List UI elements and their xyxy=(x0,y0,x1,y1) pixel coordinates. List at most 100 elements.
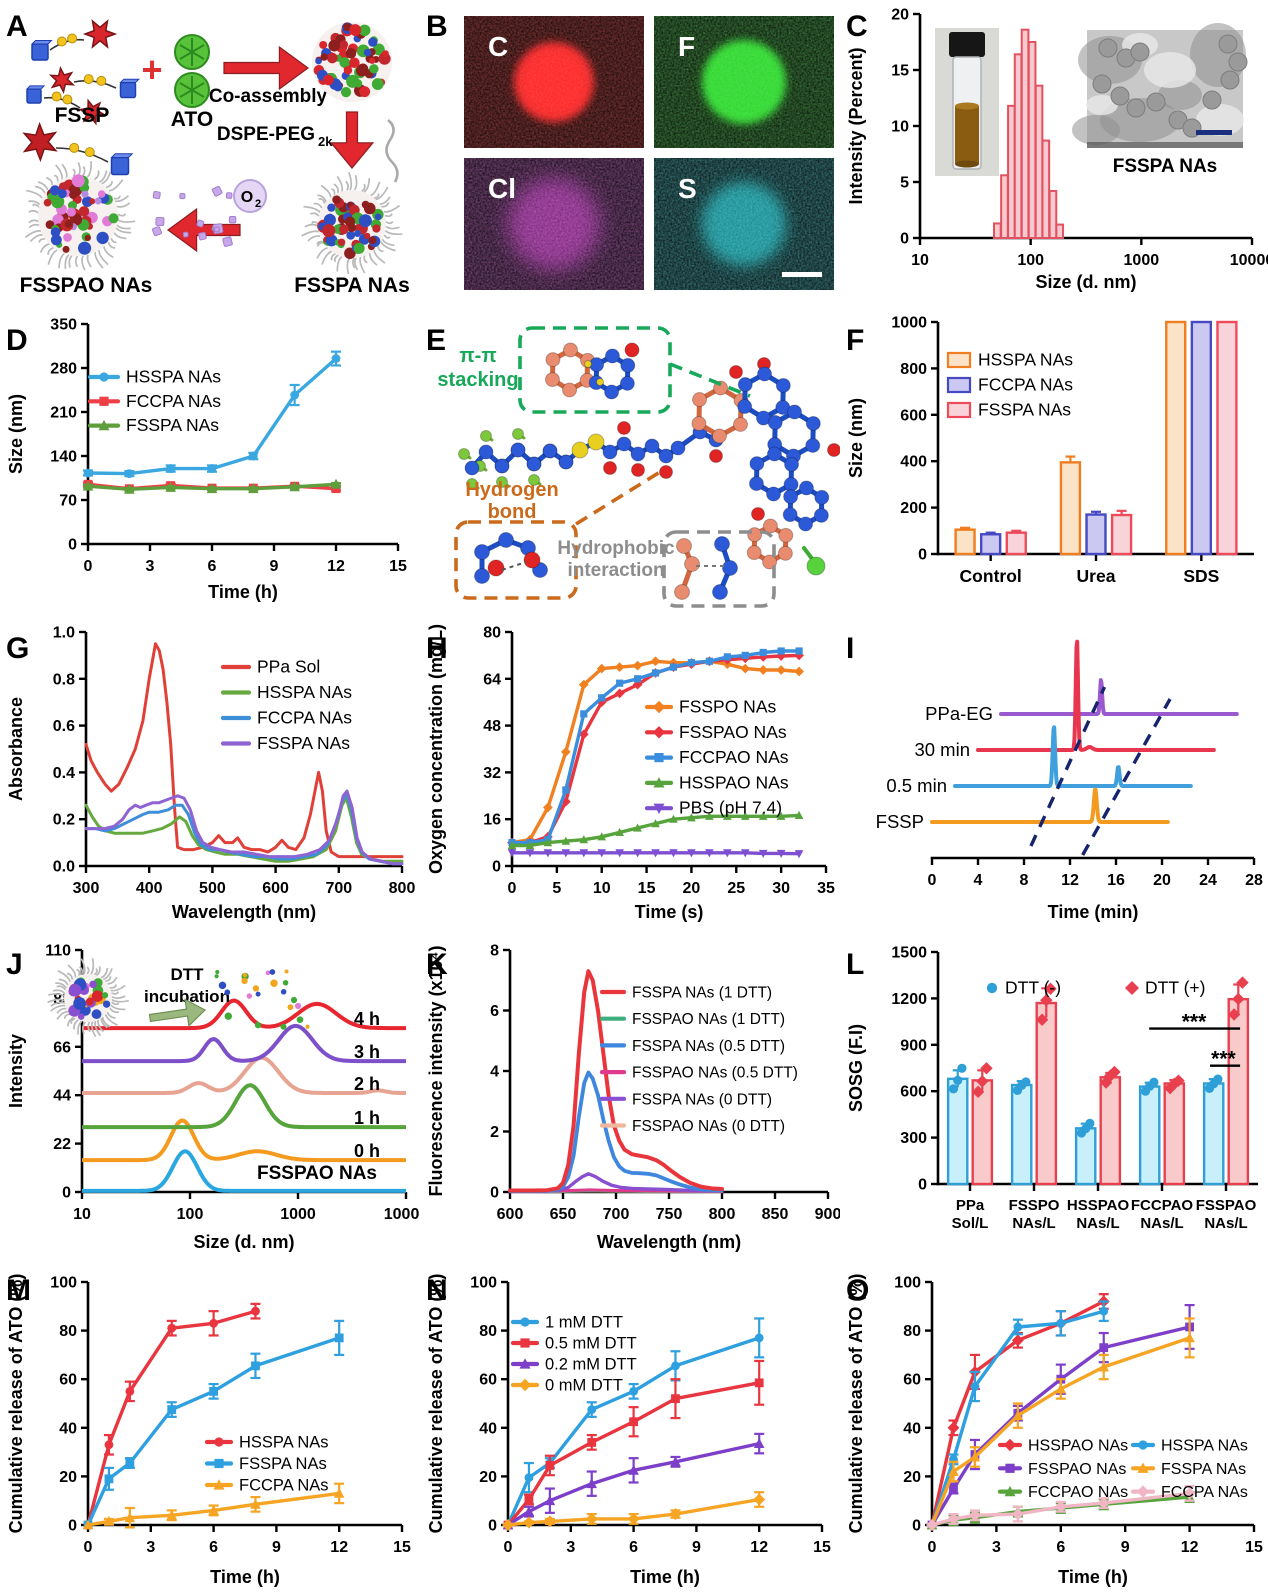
svg-text:9: 9 xyxy=(692,1539,701,1556)
svg-text:12: 12 xyxy=(1181,1539,1199,1556)
svg-text:10: 10 xyxy=(593,880,611,897)
ato-release-chart: 0 3 6 9 12 15 Time (h) 0 20 40 60 80 100 Cumulative r… xyxy=(6,1274,411,1587)
panel-l-sosg: L 0 300 600 900 1200 1500 SOSG (F.I) PPa Sol/L FS… xyxy=(840,930,1268,1260)
svg-text:850: 850 xyxy=(762,1206,789,1223)
svg-text:20: 20 xyxy=(891,7,909,24)
panel-letter-i: I xyxy=(846,632,855,665)
fluorescence-spectra-chart: 600 650 700 750 800 850 900 Wavelength (nm) 0 2 4 6… xyxy=(426,943,840,1253)
svg-text:Absorbance: Absorbance xyxy=(6,697,26,801)
svg-text:HSSPAO: HSSPAO xyxy=(1067,1197,1130,1214)
svg-text:FSSPA NAs: FSSPA NAs xyxy=(294,274,410,297)
svg-text:0.5 mM DTT: 0.5 mM DTT xyxy=(545,1335,637,1353)
svg-text:24: 24 xyxy=(1199,872,1217,889)
svg-text:0 mM DTT: 0 mM DTT xyxy=(545,1377,623,1395)
svg-text:S: S xyxy=(678,173,697,204)
svg-text:0.2: 0.2 xyxy=(53,812,75,829)
svg-text:600: 600 xyxy=(262,880,289,897)
svg-text:15: 15 xyxy=(389,558,407,575)
svg-text:16: 16 xyxy=(1107,872,1125,889)
svg-text:Time (h): Time (h) xyxy=(1058,1567,1128,1587)
svg-text:PBS (pH 7.4): PBS (pH 7.4) xyxy=(679,798,782,818)
panel-letter-n: N xyxy=(426,1274,448,1307)
svg-text:28: 28 xyxy=(1245,872,1263,889)
svg-text:750: 750 xyxy=(656,1206,683,1223)
svg-text:80: 80 xyxy=(59,1323,77,1340)
svg-text:900: 900 xyxy=(900,1037,927,1054)
svg-text:π-π: π-π xyxy=(459,345,496,367)
hplc-chromatogram-chart: 0 4 8 12 16 20 24 28 Time (min) PPa-EG 30 min 0.5 m… xyxy=(876,639,1263,922)
panel-letter-f: F xyxy=(846,324,865,357)
dls-traces-chart: 10100100010000Size (d. nm)022446688110In… xyxy=(6,943,420,1253)
svg-text:10: 10 xyxy=(73,1206,91,1223)
svg-text:Cumulative release of ATO (%): Cumulative release of ATO (%) xyxy=(426,1274,446,1534)
svg-text:20: 20 xyxy=(903,1469,921,1486)
svg-text:0: 0 xyxy=(490,1185,499,1202)
svg-text:FSSPA NAs: FSSPA NAs xyxy=(1161,1461,1246,1478)
svg-text:ATO: ATO xyxy=(171,108,213,131)
svg-text:3 h: 3 h xyxy=(354,1042,380,1062)
svg-text:FSSPA NAs: FSSPA NAs xyxy=(257,733,350,753)
svg-text:650: 650 xyxy=(550,1206,577,1223)
dtt-incubation-illustration: DTT incubation xyxy=(47,958,310,1038)
panel-n-release-dtt: N 0 3 6 9 12 15 Time (h) 0 20 40 60 80 100 Cumulative… xyxy=(420,1260,840,1595)
svg-text:FSSPAO NAs (1 DTT): FSSPAO NAs (1 DTT) xyxy=(632,1011,785,1028)
svg-text:0.2 mM DTT: 0.2 mM DTT xyxy=(545,1356,637,1374)
svg-text:Fluorescence intensity (x10⁴): Fluorescence intensity (x10⁴) xyxy=(426,946,446,1197)
svg-text:DTT (-): DTT (-) xyxy=(1005,978,1061,998)
svg-text:60: 60 xyxy=(59,1372,77,1389)
panel-j-dtt-dls: J 10100100010000Size (d. nm)022446688110… xyxy=(0,930,420,1260)
svg-text:6: 6 xyxy=(1056,1539,1065,1556)
svg-text:Intensity (Percent): Intensity (Percent) xyxy=(846,47,866,204)
svg-text:900: 900 xyxy=(815,1206,840,1223)
svg-text:30 min: 30 min xyxy=(914,739,970,760)
panel-letter-g: G xyxy=(6,632,30,665)
panel-letter-l: L xyxy=(846,948,865,981)
svg-text:Cl: Cl xyxy=(488,173,516,204)
svg-text:FSSPAO NAs (0 DTT): FSSPAO NAs (0 DTT) xyxy=(632,1118,785,1135)
svg-text:2k: 2k xyxy=(318,134,333,149)
svg-text:NAs/L: NAs/L xyxy=(1140,1215,1183,1232)
panel-letter-o: O xyxy=(846,1274,870,1307)
panel-c-dls-histogram: C 10 100 1000 10000 Size (d. nm) 0 5 10 15 20 Inte… xyxy=(840,0,1268,300)
element-map-c: C xyxy=(464,16,644,148)
ato-release-dtt-chart: 0 3 6 9 12 15 Time (h) 0 20 40 60 80 100 Cumulative r… xyxy=(426,1274,831,1587)
svg-text:800: 800 xyxy=(900,361,927,378)
panel-h-oxygen: H 0 5 10 15 20 25 30 35 Time (s) 0 16 32 48 64 80 Oxyge… xyxy=(420,610,840,930)
svg-text:FSSPAO NAs (0.5 DTT): FSSPAO NAs (0.5 DTT) xyxy=(632,1065,798,1082)
svg-text:16: 16 xyxy=(483,812,501,829)
svg-text:48: 48 xyxy=(483,718,501,735)
svg-text:+: + xyxy=(141,49,162,90)
svg-text:3: 3 xyxy=(146,1539,155,1556)
svg-text:10000: 10000 xyxy=(1230,252,1268,269)
svg-text:3: 3 xyxy=(566,1539,575,1556)
svg-text:FSSP: FSSP xyxy=(55,104,110,127)
svg-text:64: 64 xyxy=(483,671,501,688)
svg-text:30: 30 xyxy=(772,880,790,897)
svg-text:5: 5 xyxy=(552,880,561,897)
svg-text:Oxygen concentration (mg/L): Oxygen concentration (mg/L) xyxy=(426,624,446,874)
svg-text:0.8: 0.8 xyxy=(53,671,75,688)
svg-text:Time (h): Time (h) xyxy=(210,1567,280,1587)
svg-text:0.0: 0.0 xyxy=(53,859,75,876)
panel-e-interactions: E π-π stacking Hydrogen bond Hydrophobic inte… xyxy=(420,300,840,610)
svg-text:66: 66 xyxy=(53,1039,71,1056)
panel-o-release-all: O 0 3 6 9 12 15 Time (h) 0 20 40 60 80 100 Cumulative… xyxy=(840,1260,1268,1595)
svg-text:100: 100 xyxy=(50,1275,77,1292)
svg-text:Wavelength (nm): Wavelength (nm) xyxy=(597,1232,741,1252)
svg-text:FSSPA NAs (0.5 DTT): FSSPA NAs (0.5 DTT) xyxy=(632,1038,785,1055)
svg-text:15: 15 xyxy=(393,1539,411,1556)
svg-text:0: 0 xyxy=(68,537,77,554)
svg-text:44: 44 xyxy=(53,1088,71,1105)
svg-text:0.5 min: 0.5 min xyxy=(886,775,947,796)
svg-text:20: 20 xyxy=(59,1469,77,1486)
svg-text:NAs/L: NAs/L xyxy=(1076,1215,1119,1232)
svg-text:0: 0 xyxy=(504,1539,513,1556)
svg-text:35: 35 xyxy=(817,880,835,897)
svg-text:0: 0 xyxy=(918,1177,927,1194)
scale-bar-icon xyxy=(782,272,822,277)
svg-text:FSSPAO: FSSPAO xyxy=(1196,1197,1257,1214)
panel-letter-j: J xyxy=(6,948,23,981)
svg-text:700: 700 xyxy=(603,1206,630,1223)
svg-text:Cumulative release of ATO (%): Cumulative release of ATO (%) xyxy=(6,1274,26,1534)
panel-k-fluorescence: K 600 650 700 750 800 850 900 Wavelength (nm) 0 2… xyxy=(420,930,840,1260)
